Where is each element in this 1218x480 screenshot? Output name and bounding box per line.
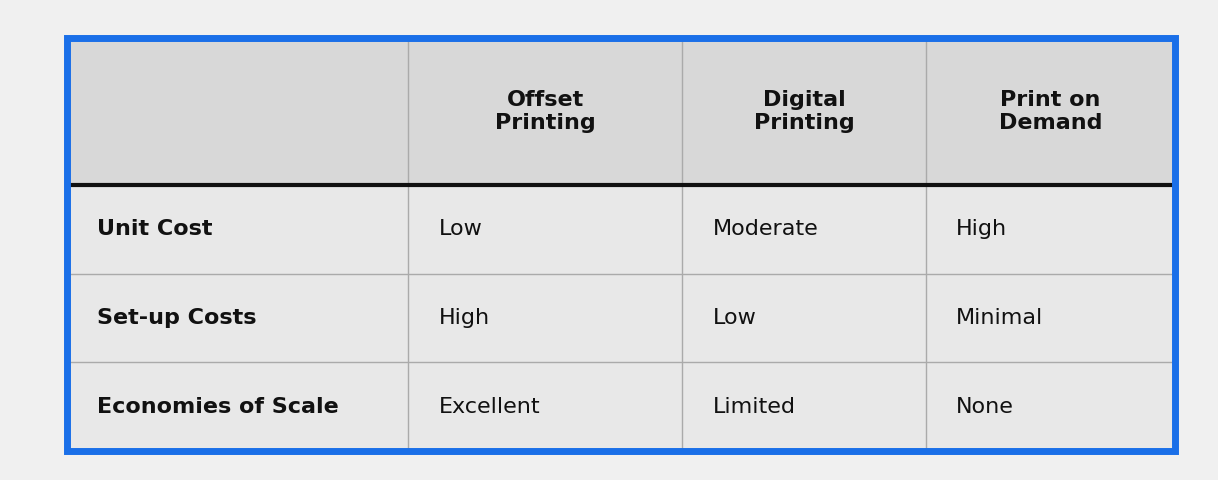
Text: Low: Low [438, 219, 482, 240]
Text: High: High [956, 219, 1007, 240]
Text: Set-up Costs: Set-up Costs [97, 308, 257, 328]
Bar [67, 362, 1175, 451]
Text: None: None [956, 397, 1015, 417]
Text: High: High [438, 308, 490, 328]
Text: Economies of Scale: Economies of Scale [97, 397, 339, 417]
Text: Minimal: Minimal [956, 308, 1044, 328]
Bar [67, 185, 1175, 274]
Text: Limited: Limited [713, 397, 795, 417]
Text: Moderate: Moderate [713, 219, 818, 240]
Bar [67, 38, 1175, 185]
Bar [67, 38, 1175, 451]
Text: Digital
Printing: Digital Printing [754, 90, 854, 133]
Text: Excellent: Excellent [438, 397, 540, 417]
Text: Low: Low [713, 308, 756, 328]
Text: Unit Cost: Unit Cost [97, 219, 213, 240]
Bar [67, 274, 1175, 362]
Text: Print on
Demand: Print on Demand [999, 90, 1102, 133]
Text: Offset
Printing: Offset Printing [495, 90, 596, 133]
